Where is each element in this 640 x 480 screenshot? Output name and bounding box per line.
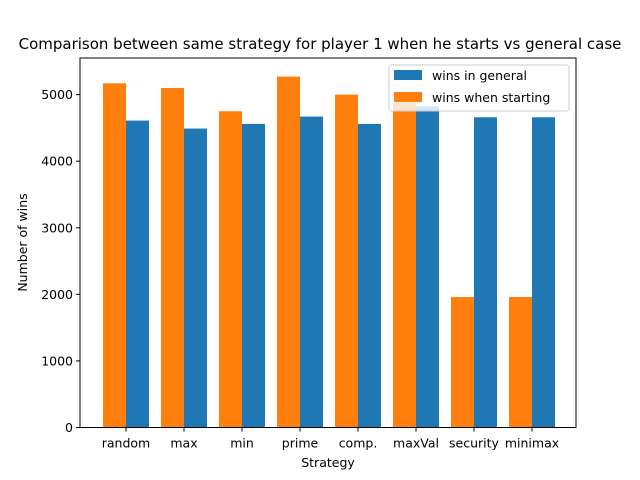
- chart-title: Comparison between same strategy for pla…: [19, 35, 622, 53]
- bar-starting-6: [451, 297, 474, 428]
- bar-starting-0: [103, 83, 126, 428]
- x-tick-label: minimax: [505, 436, 559, 451]
- bar-general-3: [300, 116, 323, 428]
- y-axis: 0 1000 2000 3000 4000 5000: [41, 87, 80, 435]
- x-tick-label: prime: [282, 436, 319, 451]
- x-tick-label: security: [449, 436, 500, 451]
- bar-general-2: [242, 123, 265, 428]
- y-tick-label: 5000: [41, 87, 73, 102]
- bar-starting-2: [219, 111, 242, 428]
- x-axis: random max min prime comp. maxVal security mini…: [102, 427, 559, 451]
- bar-starting-5: [393, 102, 416, 428]
- y-tick-label: 3000: [41, 220, 73, 235]
- bar-starting-1: [161, 87, 184, 428]
- legend-box: [388, 64, 570, 112]
- bars-group: [103, 76, 555, 428]
- x-axis-label: Strategy: [301, 455, 355, 470]
- legend-label: wins when starting: [432, 90, 550, 105]
- bar-starting-4: [335, 94, 358, 428]
- bar-starting-7: [509, 297, 532, 428]
- bar-general-1: [184, 128, 207, 428]
- legend-swatch: [394, 70, 422, 80]
- x-tick-label: comp.: [339, 436, 378, 451]
- bar-general-4: [358, 123, 381, 428]
- y-axis-label: Number of wins: [15, 193, 30, 291]
- y-tick-label: 1000: [41, 353, 73, 368]
- x-tick-label: min: [230, 436, 254, 451]
- y-tick-label: 4000: [41, 154, 73, 169]
- bar-general-6: [474, 117, 497, 428]
- x-tick-label: random: [102, 436, 150, 451]
- legend-swatch: [394, 92, 422, 102]
- x-tick-label: max: [170, 436, 197, 451]
- bar-general-7: [532, 117, 555, 428]
- plot-frame: [79, 57, 577, 428]
- legend: wins in general wins when starting: [388, 64, 570, 112]
- bar-general-0: [126, 120, 149, 428]
- x-tick-label: maxVal: [393, 436, 439, 451]
- y-tick-label: 0: [65, 420, 73, 435]
- bar-starting-3: [277, 76, 300, 428]
- bar-general-5: [416, 106, 439, 428]
- legend-label: wins in general: [432, 68, 527, 83]
- y-tick-label: 2000: [41, 287, 73, 302]
